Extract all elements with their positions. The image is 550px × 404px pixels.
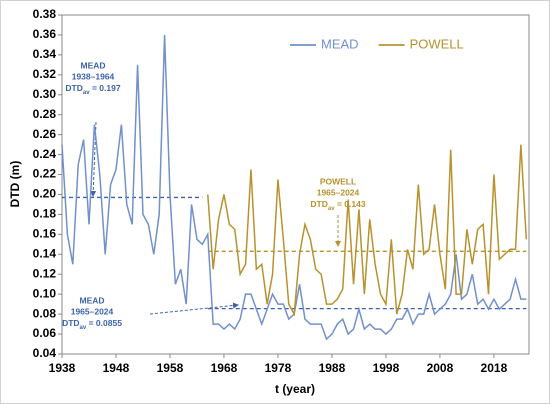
y-tick-label: 0.38 xyxy=(33,7,57,21)
x-tick-label: 2008 xyxy=(427,361,454,375)
legend-label: MEAD xyxy=(321,36,359,51)
stat-sub: av xyxy=(80,325,87,331)
y-tick-label: 0.24 xyxy=(33,147,57,161)
y-tick-label: 0.34 xyxy=(33,47,57,61)
y-tick-label: 0.26 xyxy=(33,127,57,141)
x-tick-label: 1948 xyxy=(103,361,130,375)
y-axis-label: DTD (m) xyxy=(8,161,22,208)
y-tick-label: 0.30 xyxy=(33,87,57,101)
annotation-stat: DTDav = 0.143 xyxy=(310,199,365,211)
annotation-stat: DTDav = 0.197 xyxy=(65,83,120,95)
stat-name: DTD xyxy=(310,199,327,209)
y-tick-label: 0.14 xyxy=(33,246,57,260)
y-tick-label: 0.16 xyxy=(33,227,57,241)
series-line xyxy=(207,144,528,317)
annotation-stat: DTDav = 0.0855 xyxy=(62,318,122,330)
stat-name: DTD xyxy=(62,318,79,328)
y-tick-label: 0.08 xyxy=(33,306,57,320)
y-tick-label: 0.20 xyxy=(33,187,57,201)
x-axis-label: t (year) xyxy=(275,382,315,396)
annotation-line: MEAD xyxy=(80,60,105,70)
x-tick-label: 1958 xyxy=(157,361,184,375)
y-tick-label: 0.04 xyxy=(33,346,57,360)
stat-text: = 0.0855 xyxy=(86,318,122,328)
annotation-line: 1938–1964 xyxy=(72,71,115,81)
annotation-line: 1965–2024 xyxy=(71,306,114,316)
legend-label: POWELL xyxy=(410,36,464,51)
stat-name: DTD xyxy=(65,83,82,93)
x-tick-label: 1938 xyxy=(49,361,76,375)
y-tick-label: 0.36 xyxy=(33,27,57,41)
y-tick-label: 0.06 xyxy=(33,326,57,340)
stat-text: = 0.143 xyxy=(335,199,366,209)
x-tick-label: 1988 xyxy=(319,361,346,375)
annotation-line: MEAD xyxy=(79,295,104,305)
y-tick-label: 0.10 xyxy=(33,286,57,300)
y-tick-label: 0.32 xyxy=(33,67,57,81)
x-tick-label: 1978 xyxy=(265,361,292,375)
y-tick-label: 0.22 xyxy=(33,167,57,181)
stat-sub: av xyxy=(83,90,90,96)
annotation-line: 1965–2024 xyxy=(317,187,360,197)
x-tick-label: 2018 xyxy=(481,361,508,375)
annotation-line: POWELL xyxy=(320,176,356,186)
y-tick-label: 0.12 xyxy=(33,266,57,280)
y-tick-label: 0.18 xyxy=(33,207,57,221)
plot-area xyxy=(61,14,530,355)
stat-sub: av xyxy=(328,206,335,212)
y-tick-label: 0.28 xyxy=(33,107,57,121)
stat-text: = 0.197 xyxy=(90,83,121,93)
x-tick-label: 1968 xyxy=(211,361,238,375)
x-tick-label: 1998 xyxy=(373,361,400,375)
